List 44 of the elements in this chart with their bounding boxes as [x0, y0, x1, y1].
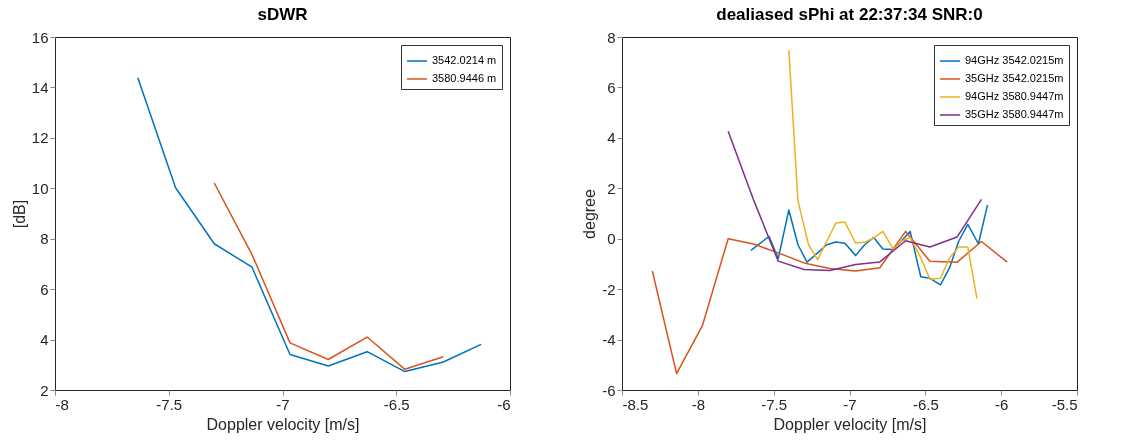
x-tick-label: -6.5	[383, 395, 410, 413]
legend-label: 35GHz 3542.0215m	[965, 72, 1064, 84]
chart-title: dealiased sPhi at 22:37:34 SNR:0	[716, 5, 983, 24]
x-tick-label: -8	[691, 395, 706, 413]
x-tick-label: -6.5	[912, 395, 939, 413]
y-tick-label: 12	[31, 129, 49, 147]
x-tick-label: -8	[55, 395, 69, 413]
line-series	[651, 230, 1008, 375]
x-tick-label: -8.5	[622, 395, 649, 413]
legend-label: 94GHz 3542.0215m	[965, 54, 1064, 66]
y-tick-label: 16	[31, 28, 49, 46]
y-tick-label: -4	[602, 331, 616, 349]
y-tick-label: 6	[607, 78, 616, 96]
legend-label: 3580.9446 m	[432, 72, 497, 84]
line-series	[750, 204, 989, 286]
y-tick-label: 4	[607, 129, 616, 147]
x-tick-label: -6	[497, 395, 511, 413]
y-tick-label: 2	[40, 381, 49, 399]
y-tick-label: 14	[31, 78, 49, 96]
legend-label: 94GHz 3580.9447m	[965, 90, 1064, 102]
x-axis-title: Doppler velocity [m/s]	[206, 415, 360, 433]
y-tick-label: -2	[602, 280, 616, 298]
legend-label: 35GHz 3580.9447m	[965, 108, 1064, 120]
x-tick-label: -6	[994, 395, 1009, 413]
y-tick-label: 10	[31, 179, 49, 197]
x-tick-label: -5.5	[1051, 395, 1078, 413]
x-tick-label: -7	[843, 395, 857, 413]
y-tick-label: 6	[40, 280, 49, 298]
y-axis-title: degree	[581, 188, 599, 239]
line-series	[213, 182, 445, 371]
line-series	[727, 130, 983, 272]
chart-title: sDWR	[257, 5, 308, 24]
x-tick-label: -7.5	[761, 395, 788, 413]
legend-label: 3542.0214 m	[432, 54, 497, 66]
y-tick-label: 0	[607, 230, 616, 248]
y-axis-title: [dB]	[10, 199, 28, 229]
x-axis-title: Doppler velocity [m/s]	[773, 415, 927, 433]
x-tick-label: -7.5	[156, 395, 183, 413]
y-tick-label: 4	[40, 331, 49, 349]
y-tick-label: 2	[607, 179, 616, 197]
y-tick-label: 8	[40, 230, 49, 248]
y-tick-label: 8	[607, 28, 616, 46]
x-tick-label: -7	[276, 395, 290, 413]
y-tick-label: -6	[602, 381, 616, 399]
